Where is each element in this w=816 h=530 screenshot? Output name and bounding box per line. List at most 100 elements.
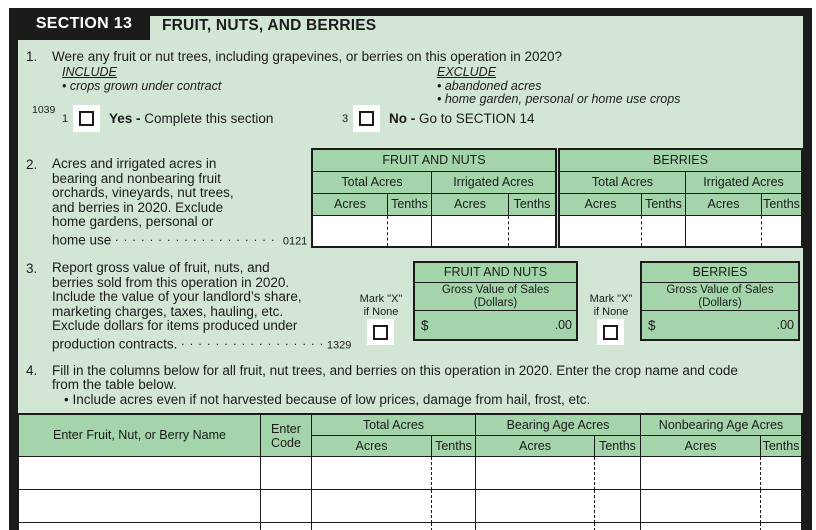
q3-line: marketing charges, taxes, hauling, etc. (52, 303, 284, 319)
q3-fruit-value-label-line1: Gross Value of Sales (441, 284, 550, 296)
q4-row2-total-tenths-input[interactable] (432, 490, 476, 523)
q2-fruit-total-acres-input[interactable] (313, 216, 388, 246)
q2-fruit-subcol-acres: Acres (432, 194, 509, 216)
q2-berries-table-title: BERRIES (560, 150, 801, 172)
q4-row1-bearing-tenths-input[interactable] (595, 457, 641, 490)
q4-row3-nonbearing-tenths-input[interactable] (761, 523, 801, 530)
q4-row2-bearing-tenths-input[interactable] (595, 490, 641, 523)
q2-berries-irrigated-tenths-input[interactable] (762, 216, 801, 246)
q2-fruit-irrigated-tenths-input[interactable] (509, 216, 555, 246)
q3-berries-mark-x-line2: if None (593, 305, 629, 318)
q1-exclude-item-2: • home garden, personal or home use crop… (437, 92, 681, 106)
q3-fruit-value-label: Gross Value of Sales (Dollars) (415, 283, 576, 311)
q3-berries-value-label-line2: (Dollars) (698, 296, 742, 309)
q3-berries-cents-label: .00 (776, 317, 794, 332)
q4-number: 4. (26, 363, 38, 378)
q4-subcol-tenths: Tenths (595, 436, 641, 457)
q4-row1-bearing-acres-input[interactable] (476, 457, 595, 490)
q4-row2-nonbearing-acres-input[interactable] (641, 490, 761, 523)
q3-fruit-none-checkbox-square (373, 324, 388, 340)
q3-last-line-text: production contracts. (52, 336, 178, 352)
q2-fruit-irrigated-acres-input[interactable] (432, 216, 509, 246)
q2-berries-total-acres-input[interactable] (560, 216, 642, 246)
q3-line: Report gross value of fruit, nuts, and (52, 260, 270, 275)
q4-row3-nonbearing-acres-input[interactable] (641, 523, 761, 530)
q4-row1-nonbearing-acres-input[interactable] (641, 457, 761, 490)
q4-row3-total-tenths-input[interactable] (432, 523, 476, 530)
q2-line: and berries in 2020. Exclude (52, 199, 224, 215)
q3-fruit-none-checkbox[interactable] (367, 319, 394, 345)
frame-left-rule (9, 8, 18, 530)
q3-fruit-value-label-line2: (Dollars) (473, 296, 518, 309)
q4-row2-name-input[interactable] (19, 490, 261, 523)
q2-berries-irrigated-acres-input[interactable] (686, 216, 762, 246)
q2-fruit-subcol-tenths: Tenths (509, 194, 555, 216)
frame-top-rule (9, 8, 803, 16)
q2-fruit-subcol-acres: Acres (313, 194, 388, 216)
q2-fruit-subcol-tenths: Tenths (388, 194, 432, 216)
q2-berries-table: BERRIES Total Acres Irrigated Acres Acre… (558, 148, 803, 248)
q4-bullet: • Include acres even if not harvested be… (64, 392, 591, 407)
q3-fruit-mark-x-label: Mark "X" if None (352, 293, 410, 318)
q1-yes-label: Yes - Complete this section (109, 111, 273, 126)
q4-row2-code-input[interactable] (261, 490, 312, 523)
q3-line: berries sold from this operation in 2020… (52, 274, 290, 290)
yes-checkbox-square (79, 111, 94, 126)
q3-berries-none-checkbox[interactable] (597, 319, 624, 345)
q3-berries-value-row: $ .00 (642, 311, 798, 339)
q2-line: Acres and irrigated acres in (52, 156, 217, 171)
no-checkbox[interactable] (353, 105, 380, 132)
q4-row1-name-input[interactable] (19, 457, 261, 490)
q2-number: 2. (26, 157, 38, 172)
q4-row2-nonbearing-tenths-input[interactable] (761, 490, 801, 523)
q2-berries-total-acres-header: Total Acres (560, 172, 686, 194)
q4-row3-bearing-tenths-input[interactable] (595, 523, 641, 530)
q3-number: 3. (26, 261, 38, 276)
dollar-sign: $ (648, 317, 656, 333)
q4-subcol-tenths: Tenths (432, 436, 476, 457)
q1-survey-code: 1039 (32, 104, 56, 116)
q4-row1-nonbearing-tenths-input[interactable] (761, 457, 801, 490)
q4-row1-code-input[interactable] (261, 457, 312, 490)
q3-berries-box-title: BERRIES (642, 263, 798, 283)
q4-subcol-acres: Acres (641, 436, 761, 457)
yes-checkbox[interactable] (73, 105, 100, 132)
q4-row3-name-input[interactable] (19, 523, 261, 530)
q2-line: bearing and nonbearing fruit (52, 170, 221, 186)
q4-row1-total-acres-input[interactable] (312, 457, 432, 490)
q1-no-label: No - Go to SECTION 14 (389, 111, 535, 126)
q4-row3-code-input[interactable] (261, 523, 312, 530)
q1-yes-label-bold: Yes - (109, 111, 141, 126)
q1-yes-label-rest: Complete this section (140, 111, 274, 126)
q4-line2: from the table below. (52, 377, 177, 392)
q1-yes-code: 1 (62, 113, 69, 125)
q3-fruit-value-box: FRUIT AND NUTS Gross Value of Sales (Dol… (413, 261, 578, 341)
q3-fruit-box-title: FRUIT AND NUTS (415, 263, 576, 283)
q1-no-label-rest: Go to SECTION 14 (415, 111, 535, 126)
q2-fruit-total-tenths-input[interactable] (388, 216, 432, 246)
q3-berries-value-box: BERRIES Gross Value of Sales (Dollars) $… (640, 261, 800, 341)
q4-row3-bearing-acres-input[interactable] (476, 523, 595, 530)
q4-nonbearing-acres-header: Nonbearing Age Acres (641, 415, 801, 436)
q2-last-line: home use . . . . . . . . . . . . . . . .… (52, 230, 307, 249)
q4-subcol-tenths: Tenths (761, 436, 801, 457)
q4-row1-total-tenths-input[interactable] (432, 457, 476, 490)
q4-row2-total-acres-input[interactable] (312, 490, 432, 523)
q3-text: Report gross value of fruit, nuts, and b… (52, 260, 351, 353)
q3-berries-value-label: Gross Value of Sales (Dollars) (642, 283, 798, 311)
q4-bearing-acres-header: Bearing Age Acres (476, 415, 641, 436)
q2-line: home gardens, personal or (52, 214, 214, 230)
q3-last-line: production contracts. . . . . . . . . . … (52, 334, 351, 353)
q2-line: orchards, vineyards, nut trees, (52, 185, 234, 201)
q1-include-item: • crops grown under contract (62, 79, 222, 93)
q4-row3-total-acres-input[interactable] (312, 523, 432, 530)
q2-last-line-text: home use (52, 232, 112, 248)
q1-number: 1. (26, 49, 38, 64)
q3-berries-mark-x-label: Mark "X" if None (582, 293, 640, 318)
q4-row2-bearing-acres-input[interactable] (476, 490, 595, 523)
q4-code-header-line2: Code (271, 435, 301, 450)
q2-berries-total-tenths-input[interactable] (642, 216, 686, 246)
q3-berries-mark-x-line1: Mark "X" (589, 293, 633, 305)
q4-subcol-acres: Acres (312, 436, 432, 457)
q3-line: Exclude dollars for items produced under (52, 318, 298, 334)
